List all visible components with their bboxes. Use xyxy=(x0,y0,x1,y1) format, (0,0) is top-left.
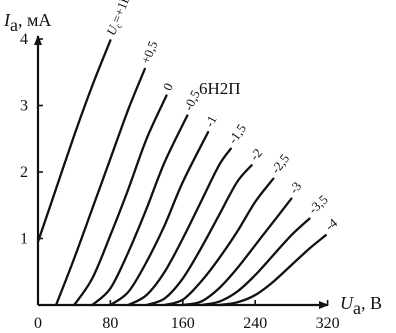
curve-series-3 xyxy=(91,114,189,307)
x-tick-label-1: 80 xyxy=(102,315,118,332)
x-tick-label-4: 320 xyxy=(316,315,340,332)
curve-label-5: -1,5 xyxy=(225,121,249,146)
curve-labels: Uс=+1В+0,50-0,5-1 -1,5-2 -2,5-3-3,5-4 xyxy=(103,0,340,234)
curve-series-2 xyxy=(73,94,168,307)
curve-label-6: -2 xyxy=(247,145,265,163)
curve-series-9 xyxy=(199,217,311,307)
curve-series-7 xyxy=(163,177,275,307)
curve-series-6 xyxy=(145,164,253,307)
y-tick-label-2: 3 xyxy=(20,98,28,115)
curve-label-2: 0 xyxy=(160,81,176,93)
curves xyxy=(36,39,327,307)
curve-label-4: -1 xyxy=(201,113,219,129)
axes xyxy=(34,35,329,309)
curve-label-9: -3,5 xyxy=(305,192,330,217)
curve-series-5 xyxy=(127,147,232,307)
x-tick-label-3: 240 xyxy=(243,315,267,332)
chart-title: 6Н2П xyxy=(199,79,241,98)
curve-label-0: Uс=+1В xyxy=(103,0,135,38)
curve-series-8 xyxy=(181,197,293,307)
x-tick-label-0: 0 xyxy=(34,315,42,332)
curve-label-8: -3 xyxy=(286,179,304,197)
ticks: 0 80 160 240 320 1 2 3 4 xyxy=(20,31,340,332)
y-tick-label-3: 4 xyxy=(20,31,28,48)
curve-series-10 xyxy=(217,234,327,307)
y-tick-label-1: 2 xyxy=(20,164,28,181)
curve-series-4 xyxy=(109,130,210,307)
curve-label-7: -2,5 xyxy=(268,151,292,176)
y-tick-label-0: 1 xyxy=(20,231,28,248)
curve-series-1 xyxy=(54,67,146,307)
curve-label-10: -4 xyxy=(322,215,340,234)
x-axis-label: Uа, В xyxy=(340,293,382,318)
curve-label-1: +0,5 xyxy=(138,39,161,67)
y-axis-label: Iа, мА xyxy=(3,10,51,35)
curve-series-0 xyxy=(36,39,112,243)
x-tick-label-2: 160 xyxy=(171,315,195,332)
